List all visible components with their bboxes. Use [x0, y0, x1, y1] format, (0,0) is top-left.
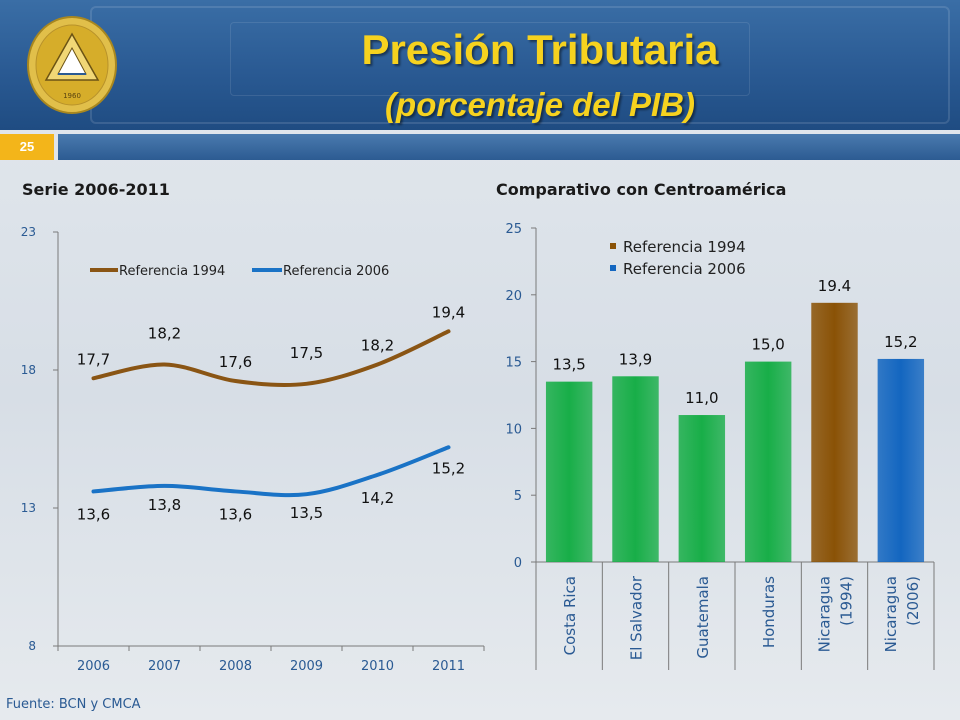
legend-label-2006: Referencia 2006: [283, 264, 389, 279]
slide-number: 25: [0, 134, 54, 160]
line-chart: 8 13 18 23 2006 2007 2008 2009 2010 2011 17,7 18,2 1…: [21, 225, 485, 674]
data-label: 18,2: [361, 336, 394, 354]
banknote-frame: [230, 22, 750, 96]
legend-label-2006: Referencia 2006: [623, 260, 746, 278]
x-tick-label: 2009: [290, 659, 323, 674]
central-bank-seal-icon: 1960: [27, 16, 117, 114]
y-tick-label: 15: [505, 356, 522, 371]
bar-value-label: 13,5: [552, 356, 585, 374]
page-subtitle: (porcentaje del PIB): [385, 86, 695, 123]
bar-chart: 0 5 10 15 20 25 13,5 Costa Rica 13,9 El Salvador 1…: [505, 222, 935, 670]
x-tick-label: 2008: [219, 659, 252, 674]
bar-value-label: 13,9: [619, 350, 652, 368]
data-label: 13,6: [77, 505, 110, 523]
bar-3: [678, 415, 726, 562]
category-label: (2006): [904, 576, 922, 626]
x-tick-label: 2007: [148, 659, 181, 674]
data-label: 13,8: [148, 496, 181, 514]
category-label: Guatemala: [694, 576, 712, 659]
category-label: Nicaragua: [816, 576, 834, 652]
series-line-1994: [91, 329, 451, 388]
data-label: 14,2: [361, 489, 394, 507]
data-label: 17,7: [77, 350, 110, 368]
category-label: (1994): [838, 576, 856, 626]
slide-header: 1960 Presión Tributaria (porcentaje del …: [0, 0, 960, 130]
x-tick-label: 2006: [77, 659, 110, 674]
header-strip: [58, 134, 960, 160]
legend-label-1994: Referencia 1994: [119, 264, 225, 279]
bar-2: [612, 376, 659, 562]
legend-swatch-1994: [610, 243, 616, 249]
y-tick-label: 10: [505, 422, 522, 437]
x-tick-label: 2011: [432, 659, 465, 674]
bar-value-label: 15,0: [751, 336, 784, 354]
category-label: Honduras: [760, 576, 778, 648]
source-note: Fuente: BCN y CMCA: [6, 697, 141, 712]
data-label: 13,6: [219, 505, 252, 523]
bar-value-label: 19.4: [818, 277, 851, 295]
data-label: 17,6: [219, 353, 252, 371]
category-label: Costa Rica: [561, 576, 579, 655]
y-tick-label: 0: [514, 556, 522, 571]
bar-5: [811, 302, 858, 562]
data-label: 17,5: [290, 344, 323, 362]
series-line-2006: [91, 445, 451, 498]
y-tick-label: 8: [28, 639, 36, 653]
y-tick-label: 20: [505, 289, 522, 304]
y-tick-label: 18: [21, 363, 36, 377]
data-label: 15,2: [432, 459, 465, 477]
category-label: Nicaragua: [882, 576, 900, 652]
bar-value-label: 15,2: [884, 333, 917, 351]
data-label: 18,2: [148, 324, 181, 342]
category-label: El Salvador: [628, 575, 646, 660]
seal-year: 1960: [63, 92, 81, 100]
line-chart-title: Serie 2006-2011: [22, 180, 170, 199]
bar-4: [744, 361, 792, 562]
data-label: 13,5: [290, 504, 323, 522]
y-tick-label: 5: [514, 489, 522, 504]
bar-chart-title: Comparativo con Centroamérica: [496, 180, 787, 199]
data-label: 19,4: [432, 303, 465, 321]
bar-1: [545, 381, 593, 562]
bar-6: [877, 358, 925, 562]
y-tick-label: 13: [21, 501, 36, 515]
x-tick-label: 2010: [361, 659, 394, 674]
page-title: Presión Tributaria: [361, 26, 719, 73]
y-tick-label: 23: [21, 225, 36, 239]
y-tick-label: 25: [505, 222, 522, 237]
bar-value-label: 11,0: [685, 389, 718, 407]
legend-label-1994: Referencia 1994: [623, 238, 746, 256]
legend-swatch-2006: [610, 265, 616, 271]
